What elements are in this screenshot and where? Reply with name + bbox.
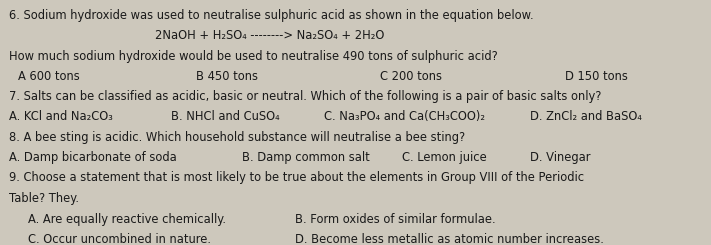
Text: 6. Sodium hydroxide was used to neutralise sulphuric acid as shown in the equati: 6. Sodium hydroxide was used to neutrali…	[9, 9, 533, 22]
Text: B. NHCl and CuSO₄: B. NHCl and CuSO₄	[171, 110, 279, 123]
Text: 7. Salts can be classified as acidic, basic or neutral. Which of the following i: 7. Salts can be classified as acidic, ba…	[9, 90, 601, 103]
Text: 9. Choose a statement that is most likely to be true about the elements in Group: 9. Choose a statement that is most likel…	[9, 171, 584, 184]
Text: C 200 tons: C 200 tons	[380, 70, 442, 83]
Text: A 600 tons: A 600 tons	[18, 70, 80, 83]
Text: 2NaOH + H₂SO₄ --------> Na₂SO₄ + 2H₂O: 2NaOH + H₂SO₄ --------> Na₂SO₄ + 2H₂O	[156, 29, 385, 42]
Text: C. Na₃PO₄ and Ca(CH₃COO)₂: C. Na₃PO₄ and Ca(CH₃COO)₂	[324, 110, 484, 123]
Text: D. ZnCl₂ and BaSO₄: D. ZnCl₂ and BaSO₄	[530, 110, 641, 123]
Text: A. Are equally reactive chemically.: A. Are equally reactive chemically.	[28, 213, 226, 226]
Text: B 450 tons: B 450 tons	[196, 70, 257, 83]
Text: C. Lemon juice: C. Lemon juice	[402, 151, 486, 164]
Text: D. Vinegar: D. Vinegar	[530, 151, 590, 164]
Text: A. KCl and Na₂CO₃: A. KCl and Na₂CO₃	[9, 110, 112, 123]
Text: D 150 tons: D 150 tons	[565, 70, 628, 83]
Text: 8. A bee sting is acidic. Which household substance will neutralise a bee sting?: 8. A bee sting is acidic. Which househol…	[9, 131, 465, 144]
Text: B. Damp common salt: B. Damp common salt	[242, 151, 370, 164]
Text: How much sodium hydroxide would be used to neutralise 490 tons of sulphuric acid: How much sodium hydroxide would be used …	[9, 50, 497, 63]
Text: C. Occur uncombined in nature.: C. Occur uncombined in nature.	[28, 233, 211, 245]
Text: A. Damp bicarbonate of soda: A. Damp bicarbonate of soda	[9, 151, 176, 164]
Text: D. Become less metallic as atomic number increases.: D. Become less metallic as atomic number…	[295, 233, 604, 245]
Text: Table? They.: Table? They.	[9, 192, 78, 205]
Text: B. Form oxides of similar formulae.: B. Form oxides of similar formulae.	[295, 213, 496, 226]
